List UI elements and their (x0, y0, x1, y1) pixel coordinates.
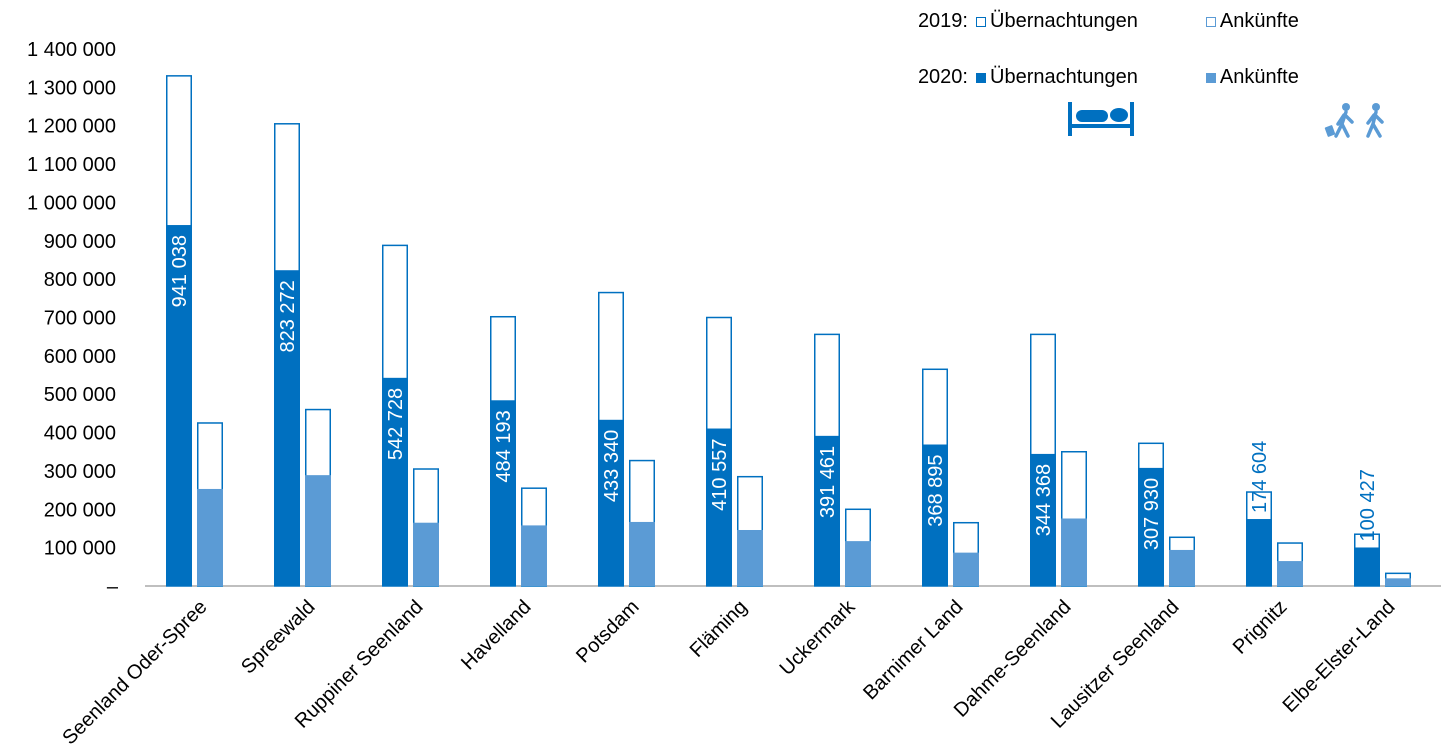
x-tick-label: Barnimer Land (859, 596, 967, 704)
x-tick-label: Havelland (457, 596, 535, 674)
legend-swatch-2019-overnight (976, 16, 986, 27)
bar-2020-arrivals (737, 529, 763, 586)
legend-label-2019-overnight: Übernachtungen (990, 10, 1138, 32)
bar-2020-arrivals (197, 488, 223, 586)
bar-2020-overnight (1246, 519, 1272, 586)
legend-swatch-2020-arrivals (1205, 72, 1216, 83)
data-label: 307 930 (1141, 478, 1163, 550)
y-tick-label: 1 300 000 (27, 77, 116, 99)
data-label: 823 272 (277, 280, 299, 352)
x-tick-label: Dahme-Seenland (950, 596, 1076, 722)
legend-swatch-2020-overnight (976, 72, 986, 83)
y-tick-label: 1 000 000 (27, 192, 116, 214)
bar-2020-overnight (1030, 453, 1056, 586)
bar-2020-overnight (598, 419, 624, 586)
bar-2020-arrivals (953, 552, 979, 586)
legend-label-2020-overnight: Übernachtungen (990, 66, 1138, 88)
bar-2020-overnight (706, 428, 732, 586)
bed-icon (1068, 102, 1134, 136)
bar-2020-arrivals (413, 522, 439, 586)
y-tick-label: 1 200 000 (27, 116, 116, 138)
y-tick-label: – (107, 576, 119, 598)
x-tick-label: Uckermark (776, 595, 861, 680)
bar-2020-arrivals (845, 541, 871, 586)
data-label: 100 427 (1357, 469, 1379, 541)
legend-row-2019: 2019: Übernachtungen Ankünfte (908, 10, 1299, 33)
bar-2020-overnight (1354, 547, 1380, 586)
data-label: 344 368 (1033, 464, 1055, 536)
bar-2020-arrivals (305, 475, 331, 586)
y-tick-label: 100 000 (44, 538, 116, 560)
legend-year-2020: 2020: (917, 66, 968, 88)
bar-2020-arrivals (1061, 518, 1087, 586)
bar-2020-overnight (922, 444, 948, 586)
data-label: 433 340 (601, 430, 623, 502)
bar-2020-overnight (490, 400, 516, 586)
legend-row-2020: 2020: Übernachtungen Ankünfte (908, 66, 1299, 89)
x-tick-label: Elbe-Elster-Land (1279, 596, 1400, 717)
bar-2020-overnight (1138, 467, 1164, 586)
x-tick-label: Prignitz (1229, 596, 1292, 659)
y-tick-label: 600 000 (44, 346, 116, 368)
data-label: 941 038 (169, 235, 191, 307)
data-label: 391 461 (817, 446, 839, 518)
legend-swatch-2019-arrivals (1205, 16, 1216, 27)
data-label: 410 557 (709, 439, 731, 511)
y-tick-label: 1 100 000 (27, 154, 116, 176)
x-tick-label: Spreewald (237, 596, 319, 678)
y-tick-label: 300 000 (44, 461, 116, 483)
data-label: 368 895 (925, 455, 947, 527)
x-tick-label: Fläming (686, 596, 752, 662)
data-label: 174 604 (1249, 441, 1271, 513)
bar-2020-arrivals (1277, 561, 1303, 586)
legend-label-2020-arrivals: Ankünfte (1219, 66, 1299, 88)
legend-label-2019-arrivals: Ankünfte (1219, 10, 1299, 32)
bar-2020-arrivals (629, 521, 655, 586)
y-tick-label: 900 000 (44, 231, 116, 253)
bar-2020-overnight (814, 435, 840, 586)
bar-2020-overnight (274, 270, 300, 586)
y-tick-label: 800 000 (44, 269, 116, 291)
bar-2020-arrivals (1169, 549, 1195, 586)
legend-year-2019: 2019: (917, 10, 968, 32)
bar-2020-arrivals (1385, 578, 1411, 586)
y-tick-label: 700 000 (44, 308, 116, 330)
data-label: 484 193 (493, 410, 515, 482)
data-label: 542 728 (385, 388, 407, 460)
y-tick-label: 500 000 (44, 384, 116, 406)
bar-2020-arrivals (521, 525, 547, 586)
y-tick-label: 1 400 000 (27, 39, 116, 61)
x-tick-label: Seenland Oder-Spree (58, 596, 211, 749)
y-tick-label: 200 000 (44, 499, 116, 521)
bar-2020-overnight (382, 377, 408, 586)
x-tick-label: Potsdam (572, 596, 643, 667)
y-tick-label: 400 000 (44, 423, 116, 445)
travelers-icon (1324, 103, 1384, 138)
bar-2020-overnight (166, 225, 192, 586)
